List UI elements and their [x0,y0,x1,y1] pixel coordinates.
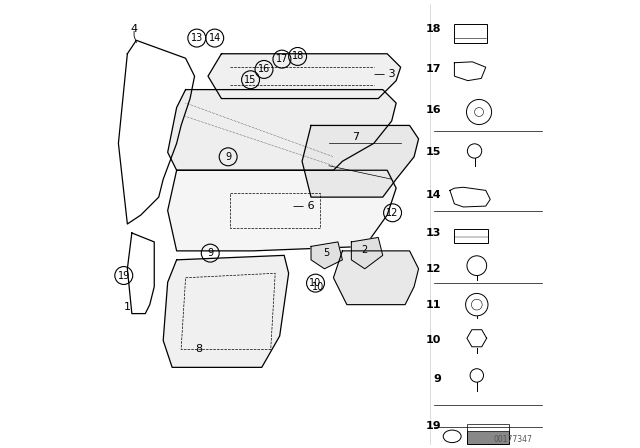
Bar [454,229,488,243]
FancyBboxPatch shape [467,429,509,444]
Text: 18: 18 [426,24,441,34]
Text: 16: 16 [258,65,270,74]
Text: 9: 9 [225,152,231,162]
FancyBboxPatch shape [467,424,509,431]
Text: 14: 14 [209,33,221,43]
Polygon shape [168,90,396,170]
Text: 10: 10 [426,336,441,345]
Polygon shape [351,237,383,269]
Polygon shape [333,251,419,305]
Text: 19: 19 [118,271,130,280]
Text: 7: 7 [352,132,360,142]
Text: 4: 4 [131,24,138,34]
Text: 9: 9 [433,374,441,383]
Text: 9: 9 [207,248,213,258]
Text: 10: 10 [309,278,322,288]
Polygon shape [163,255,289,367]
Text: 12: 12 [387,208,399,218]
Text: 1: 1 [124,302,131,312]
Polygon shape [168,170,396,251]
Text: 10: 10 [312,282,324,292]
Text: 15: 15 [244,75,257,85]
Text: 00177347: 00177347 [493,435,532,444]
Text: 17: 17 [276,54,288,64]
Text: 8: 8 [195,345,203,354]
Polygon shape [302,125,419,197]
Text: 17: 17 [426,65,441,74]
Text: 13: 13 [191,33,203,43]
Text: — 6: — 6 [293,201,315,211]
Polygon shape [311,242,342,269]
Text: 11: 11 [426,300,441,310]
Text: 16: 16 [426,105,441,115]
Text: 19: 19 [426,422,441,431]
Text: — 3: — 3 [374,69,396,79]
Text: 14: 14 [426,190,441,200]
Text: 12: 12 [426,264,441,274]
Text: 15: 15 [426,147,441,157]
Text: 2: 2 [362,245,368,254]
Text: 13: 13 [426,228,441,238]
Text: 18: 18 [291,52,304,61]
Polygon shape [208,54,401,99]
Text: 5: 5 [324,248,330,258]
